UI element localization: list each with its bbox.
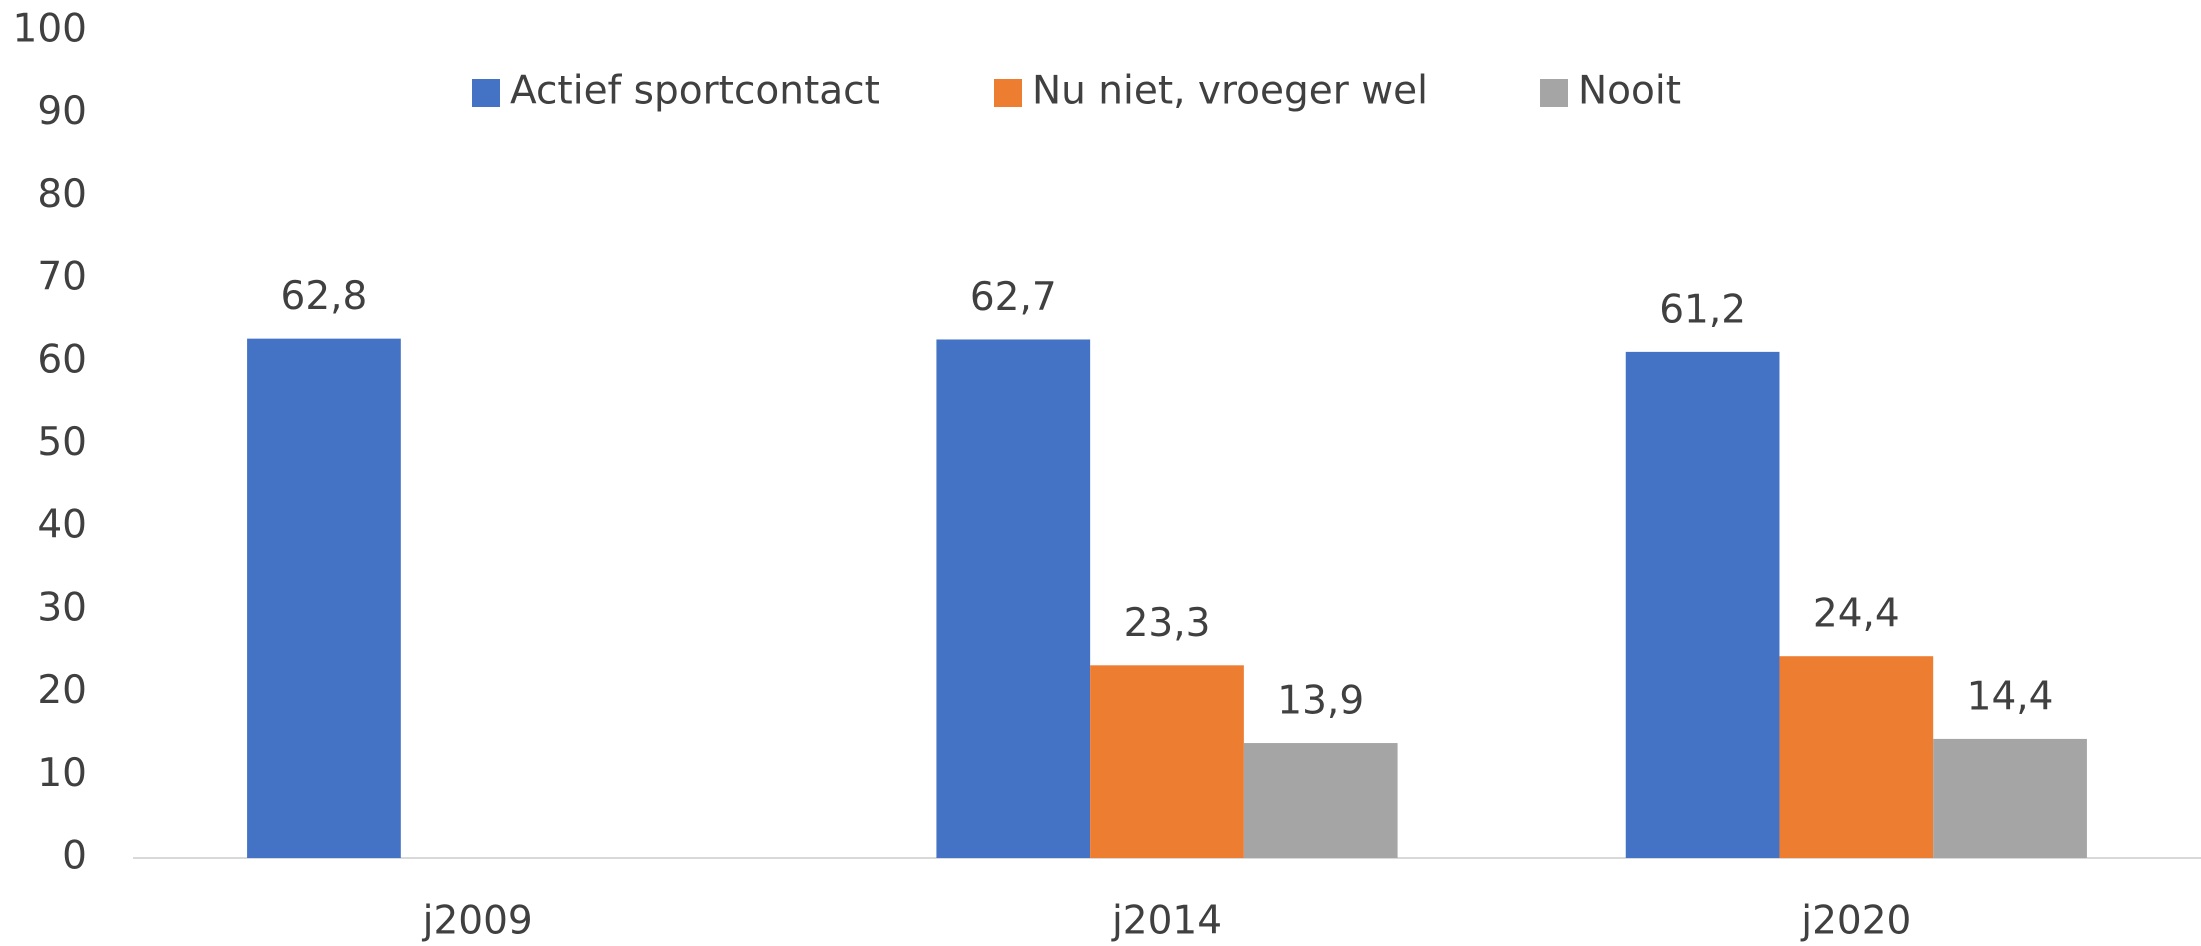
y-tick-label: 20 — [37, 668, 87, 713]
y-tick-label: 10 — [37, 751, 87, 796]
x-tick-label: j2009 — [422, 899, 533, 944]
y-tick-label: 80 — [37, 172, 87, 217]
y-tick-label: 50 — [37, 420, 87, 465]
y-tick-label: 40 — [37, 503, 87, 548]
bar — [1779, 656, 1934, 858]
data-label: 14,4 — [1967, 674, 2054, 719]
y-tick-label: 30 — [37, 585, 87, 630]
legend-label: Nu niet, vroeger wel — [1032, 69, 1428, 114]
x-tick-label: j2020 — [1800, 899, 1911, 944]
bar — [1090, 665, 1244, 858]
data-label: 62,8 — [281, 274, 368, 319]
data-label: 23,3 — [1124, 601, 1211, 646]
data-label: 24,4 — [1813, 592, 1900, 637]
data-label: 62,7 — [970, 275, 1057, 320]
legend-label: Nooit — [1578, 69, 1681, 114]
bar — [1933, 738, 2087, 858]
bar — [1625, 351, 1780, 858]
y-tick-label: 70 — [37, 255, 87, 300]
y-tick-label: 0 — [62, 834, 87, 879]
legend-swatch — [1540, 79, 1568, 107]
bar — [1243, 743, 1398, 858]
data-label: 13,9 — [1277, 679, 1364, 724]
legend-swatch — [472, 79, 500, 107]
legend-swatch — [994, 79, 1022, 107]
y-tick-label: 90 — [37, 89, 87, 134]
y-tick-label: 60 — [37, 337, 87, 382]
legend-label: Actief sportcontact — [510, 69, 880, 114]
x-tick-label: j2014 — [1111, 899, 1222, 944]
y-tick-label: 100 — [13, 7, 87, 52]
bar — [936, 339, 1091, 858]
bar — [247, 338, 401, 858]
data-label: 61,2 — [1659, 287, 1746, 332]
